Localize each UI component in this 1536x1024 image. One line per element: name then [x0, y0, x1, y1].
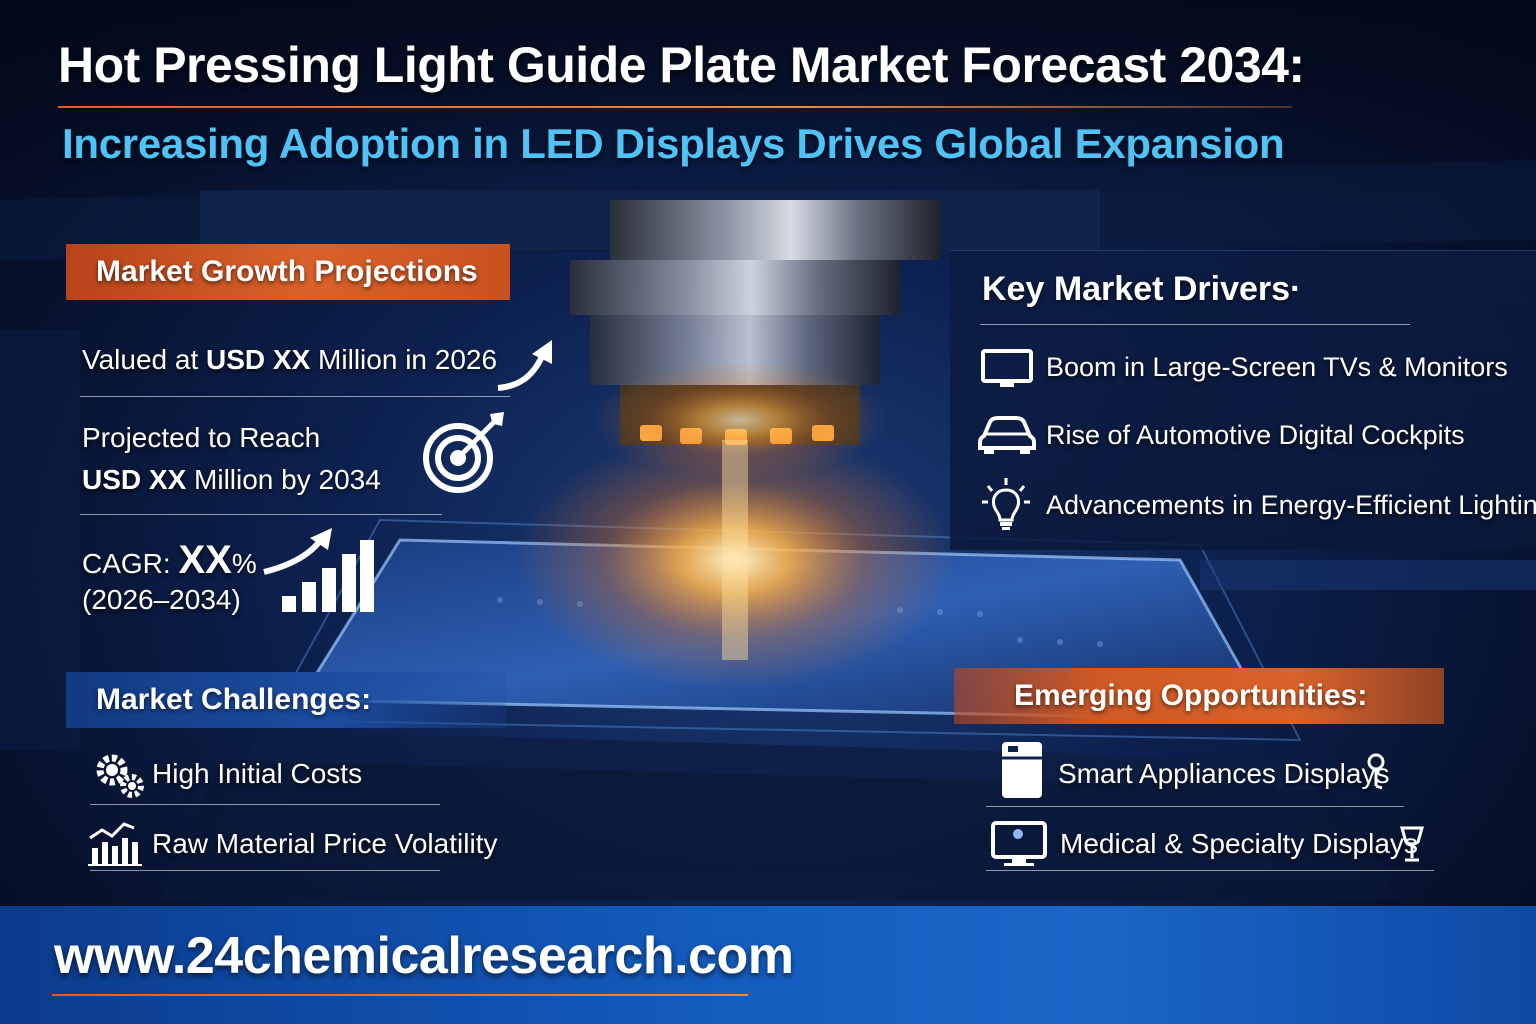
drivers-heading: Key Market Drivers·	[982, 270, 1302, 308]
cagr-value: XX	[178, 538, 232, 582]
drivers-panel	[950, 250, 1536, 550]
car-icon	[978, 412, 1036, 456]
driver-item-3: Advancements in Energy-Efficient Lightin…	[1046, 490, 1536, 520]
display-icon	[990, 820, 1048, 868]
cagr-text: CAGR: XX%	[82, 538, 257, 582]
opportunities-heading-banner: Emerging Opportunities:	[954, 668, 1444, 724]
growth-heading-banner: Market Growth Projections	[66, 244, 510, 300]
challenges-divider	[90, 804, 440, 805]
projected-line-1: Projected to Reach	[82, 422, 321, 453]
footer-underline	[52, 994, 748, 996]
challenge-item-1: High Initial Costs	[152, 758, 363, 789]
growth-arrow-icon	[494, 336, 558, 392]
footer-bar	[0, 906, 1536, 1024]
gears-icon	[92, 748, 148, 802]
price-chart-icon	[88, 820, 142, 866]
opportunities-divider-2	[986, 870, 1434, 871]
monitor-icon	[980, 348, 1034, 390]
bar-growth-icon	[262, 526, 378, 614]
title-underline	[58, 106, 1292, 108]
opportunities-heading: Emerging Opportunities:	[1014, 679, 1368, 712]
opportunity-item-2: Medical & Specialty Displays	[1060, 828, 1418, 859]
growth-divider-1	[80, 396, 510, 397]
opportunity-item-1: Smart Appliances Displays	[1058, 758, 1390, 789]
projected-line-2: USD XX Million by 2034	[82, 464, 381, 495]
drivers-divider	[980, 324, 1410, 325]
footer-website-link[interactable]: www.24chemicalresearch.com	[54, 927, 794, 985]
lightbulb-icon	[980, 476, 1032, 532]
appliance-icon	[1000, 740, 1044, 800]
driver-item-2: Rise of Automotive Digital Cockpits	[1046, 420, 1465, 450]
page-subtitle: Increasing Adoption in LED Displays Driv…	[62, 120, 1285, 167]
goblet-icon	[1400, 826, 1424, 864]
target-icon	[420, 410, 506, 496]
driver-item-1: Boom in Large-Screen TVs & Monitors	[1046, 352, 1508, 382]
page-title: Hot Pressing Light Guide Plate Market Fo…	[58, 37, 1305, 93]
cagr-period: (2026–2034)	[82, 584, 241, 615]
wrench-icon	[1364, 752, 1388, 792]
challenges-heading-banner: Market Challenges:	[66, 672, 506, 728]
growth-heading: Market Growth Projections	[96, 255, 478, 288]
valued-text: Valued at USD XX Million in 2026	[82, 344, 498, 375]
growth-divider-2	[80, 514, 442, 515]
challenge-item-2: Raw Material Price Volatility	[152, 828, 498, 859]
opportunities-divider	[986, 806, 1404, 807]
challenges-divider-2	[90, 870, 440, 871]
challenges-heading: Market Challenges:	[96, 683, 372, 716]
